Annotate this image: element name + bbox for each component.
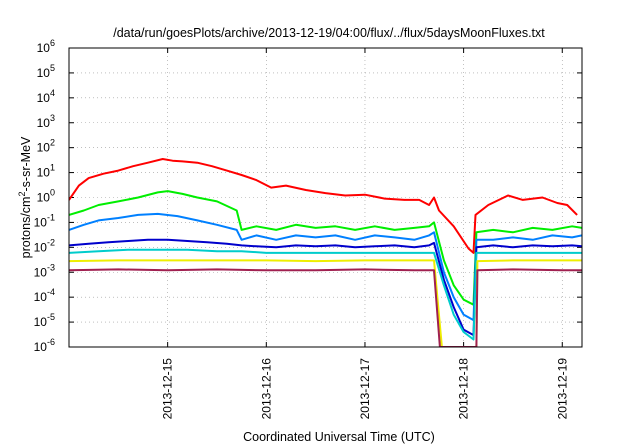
y-tick-label: 102	[37, 138, 55, 155]
y-tick-exp: -3	[47, 262, 55, 272]
y-tick-label: 10-6	[34, 337, 55, 354]
y-tick-exp: 4	[50, 88, 55, 98]
y-tick-base: 10	[34, 240, 48, 254]
y-tick-label: 10-2	[34, 237, 55, 254]
y-tick-exp: -6	[47, 337, 55, 347]
x-tick-label: 2013-12-15	[161, 358, 175, 420]
x-tick-labels: 2013-12-15 2013-12-16 2013-12-17 2013-12-18…	[161, 358, 570, 420]
y-tick-label: 105	[37, 63, 55, 80]
y-tick-base: 10	[37, 91, 51, 105]
chart-title: /data/run/goesPlots/archive/2013-12-19/0…	[113, 26, 545, 40]
y-tick-base: 10	[37, 141, 51, 155]
y-tick-base: 10	[37, 166, 51, 180]
y-tick-exp: -1	[47, 212, 55, 222]
series-line-2	[69, 190, 582, 306]
y-tick-exp: -5	[47, 312, 55, 322]
y-tick-exp: 6	[50, 38, 55, 48]
y-tick-base: 10	[34, 290, 48, 304]
x-tick-label: 2013-12-17	[358, 358, 372, 420]
series-line-4	[69, 238, 582, 337]
series-line-5	[69, 248, 582, 341]
x-tick-label: 2013-12-18	[457, 358, 471, 420]
series-group	[69, 158, 582, 347]
y-tick-exp: -4	[47, 287, 55, 297]
series-line-7	[69, 268, 582, 347]
x-tick-label: 2013-12-16	[259, 358, 273, 420]
y-tick-base: 10	[34, 315, 48, 329]
y-tick-exp: 0	[50, 188, 55, 198]
series-line-6	[69, 259, 582, 347]
y-tick-exp: 5	[50, 63, 55, 73]
y-tick-label: 103	[37, 113, 55, 130]
x-tick-label: 2013-12-19	[555, 358, 569, 420]
y-tick-exp: 2	[50, 138, 55, 148]
y-tick-base: 10	[34, 265, 48, 279]
y-axis-label-sup: 2	[17, 192, 27, 197]
y-tick-label: 10-4	[34, 287, 55, 304]
y-tick-label: 104	[37, 88, 55, 105]
grid	[69, 47, 582, 348]
y-tick-label: 10-1	[34, 212, 55, 229]
y-tick-label: 10-3	[34, 262, 55, 279]
series-line-3	[69, 212, 582, 322]
y-tick-base: 10	[34, 215, 48, 229]
y-tick-base: 10	[34, 340, 48, 354]
y-tick-label: 10-5	[34, 312, 55, 329]
series-line-1	[69, 158, 578, 254]
y-tick-label: 101	[37, 163, 55, 180]
y-axis-label: protons/cm2-s-sr-MeV	[17, 136, 33, 258]
y-tick-label: 106	[37, 38, 55, 55]
y-tick-base: 10	[37, 41, 51, 55]
y-tick-base: 10	[37, 66, 51, 80]
plot-frame	[68, 47, 583, 348]
y-tick-label: 100	[37, 188, 55, 205]
y-tick-base: 10	[37, 116, 51, 130]
y-tick-labels: 10610510410310210110010-110-210-310-410-…	[34, 38, 55, 354]
y-tick-exp: 1	[50, 163, 55, 173]
y-axis-label-rest: -s-sr-MeV	[19, 136, 33, 192]
y-tick-exp: -2	[47, 237, 55, 247]
y-tick-exp: 3	[50, 113, 55, 123]
y-tick-base: 10	[37, 191, 51, 205]
y-axis-label-main: protons/cm	[19, 197, 33, 259]
x-axis-label: Coordinated Universal Time (UTC)	[243, 430, 435, 444]
